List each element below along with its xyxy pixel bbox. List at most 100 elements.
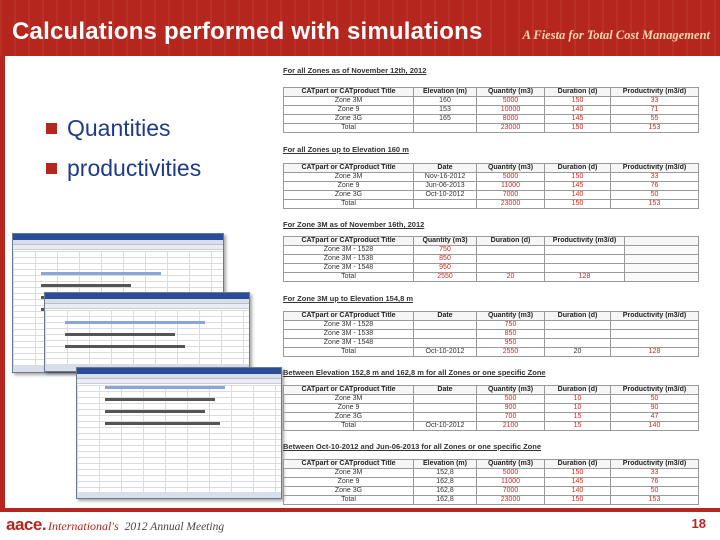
cell: 140 (610, 421, 699, 431)
annual-meeting-text: 2012 Annual Meeting (124, 521, 225, 533)
cell (413, 123, 477, 133)
cell: 5000 (476, 96, 545, 106)
cell: Zone 3M (283, 172, 414, 182)
results-table-1: CATpart or CATproduct Title Elevation (m… (283, 87, 699, 133)
cell: Zone 3M - 1548 (283, 263, 414, 273)
cell: 5000 (476, 468, 545, 478)
table-total-row: Total 2550 20 128 (283, 272, 699, 282)
cell: 23000 (476, 199, 545, 209)
table-row: Zone 9 900 10 90 (283, 403, 699, 413)
results-table-3: CATpart or CATproduct Title Quantity (m3… (283, 236, 699, 282)
cell: 71 (610, 105, 699, 115)
results-table-2: CATpart or CATproduct Title Date Quantit… (283, 163, 699, 209)
cell (624, 263, 699, 273)
table-row: Zone 3M 160 5000 150 33 (283, 96, 699, 106)
cell: 7000 (476, 486, 545, 496)
table-row: Zone 9 162,8 11000 145 76 (283, 477, 699, 487)
table-row: Zone 3G 162,8 7000 140 50 (283, 486, 699, 496)
cell: 11000 (476, 181, 545, 191)
column-header: Date (413, 163, 477, 173)
cell: 150 (544, 495, 611, 505)
cell: 76 (610, 477, 699, 487)
cell: 90 (610, 403, 699, 413)
cell: Oct-10-2012 (413, 190, 477, 200)
cell (476, 254, 545, 264)
cell: 850 (476, 329, 545, 339)
cell (624, 272, 699, 282)
cell: 140 (544, 486, 611, 496)
column-header: CATpart or CATproduct Title (283, 311, 414, 321)
cell: 145 (544, 181, 611, 191)
cell: 153 (610, 199, 699, 209)
cell: 2550 (476, 347, 545, 357)
cell: 128 (610, 347, 699, 357)
table-row: Zone 3M 500 10 50 (283, 394, 699, 404)
table-total-row: Total 23000 150 153 (283, 123, 699, 133)
table-total-row: Total Oct-10-2012 2100 15 140 (283, 421, 699, 431)
logo-international-text: International's (48, 519, 119, 533)
section-title: Between Oct-10-2012 and Jun-06-2013 for … (283, 442, 541, 451)
bullet-text: productivities (67, 154, 202, 181)
cell (624, 245, 699, 255)
cell: 33 (610, 172, 699, 182)
table-row: Zone 9 153 10000 140 71 (283, 105, 699, 115)
table-header-row: CATpart or CATproduct Title Date Quantit… (283, 385, 699, 395)
column-header: Quantity (m3) (476, 311, 545, 321)
table-row: Zone 3M - 1548 950 (283, 338, 699, 348)
cell (413, 412, 477, 422)
table-total-row: Total 162,8 23000 150 153 (283, 495, 699, 505)
cell: Zone 3M - 1528 (283, 320, 414, 330)
table-header-row: CATpart or CATproduct Title Date Quantit… (283, 163, 699, 173)
cell: 2100 (476, 421, 545, 431)
cell (413, 320, 477, 330)
cell: 145 (544, 477, 611, 487)
cell: 500 (476, 394, 545, 404)
spreadsheet-thumbnail-2 (44, 292, 250, 372)
table-total-row: Total Oct-10-2012 2550 20 128 (283, 347, 699, 357)
cell: 11000 (476, 477, 545, 487)
column-header: Elevation (m) (413, 87, 477, 97)
bullet-text: Quantities (67, 114, 171, 141)
cell: 7000 (476, 190, 545, 200)
cell (413, 394, 477, 404)
spreadsheet-thumbnail-3 (76, 367, 282, 499)
cell: 10 (544, 403, 611, 413)
cell: 850 (413, 254, 477, 264)
cell: 145 (544, 114, 611, 124)
column-header: Productivity (m3/d) (610, 311, 699, 321)
column-header: CATpart or CATproduct Title (283, 87, 414, 97)
square-bullet-icon (46, 122, 57, 134)
cell: Zone 3M (283, 468, 414, 478)
column-header: Date (413, 385, 477, 395)
table-header-row: CATpart or CATproduct Title Elevation (m… (283, 459, 699, 469)
column-header: Quantity (m3) (476, 163, 545, 173)
column-header: Duration (d) (476, 236, 545, 246)
section-title: Between Elevation 152,8 m and 162,8 m fo… (283, 368, 546, 377)
cell: 150 (544, 199, 611, 209)
results-table-6: CATpart or CATproduct Title Elevation (m… (283, 459, 699, 505)
cell: 165 (413, 114, 477, 124)
cell (624, 254, 699, 264)
table-row: Zone 3M - 1528 750 (283, 320, 699, 330)
cell: 150 (544, 172, 611, 182)
column-header: Productivity (m3/d) (610, 385, 699, 395)
cell: 10 (544, 394, 611, 404)
cell: 140 (544, 105, 611, 115)
cell: 2550 (413, 272, 477, 282)
cell: 47 (610, 412, 699, 422)
cell: Oct-10-2012 (413, 421, 477, 431)
column-header: CATpart or CATproduct Title (283, 459, 414, 469)
section-title: For Zone 3M up to Elevation 154,8 m (283, 294, 414, 303)
square-bullet-icon (46, 162, 57, 174)
table-row: Zone 3M - 1528 750 (283, 245, 699, 255)
page-number: 18 (691, 516, 706, 531)
cell: Zone 3M - 1548 (283, 338, 414, 348)
cell (413, 403, 477, 413)
header-band: Calculations performed with simulations … (0, 0, 720, 56)
cell: 162,8 (413, 477, 477, 487)
cell: 15 (544, 421, 611, 431)
column-header: Duration (d) (544, 385, 611, 395)
column-header: CATpart or CATproduct Title (283, 163, 414, 173)
cell: 8000 (476, 114, 545, 124)
table-row: Zone 3G 700 15 47 (283, 412, 699, 422)
